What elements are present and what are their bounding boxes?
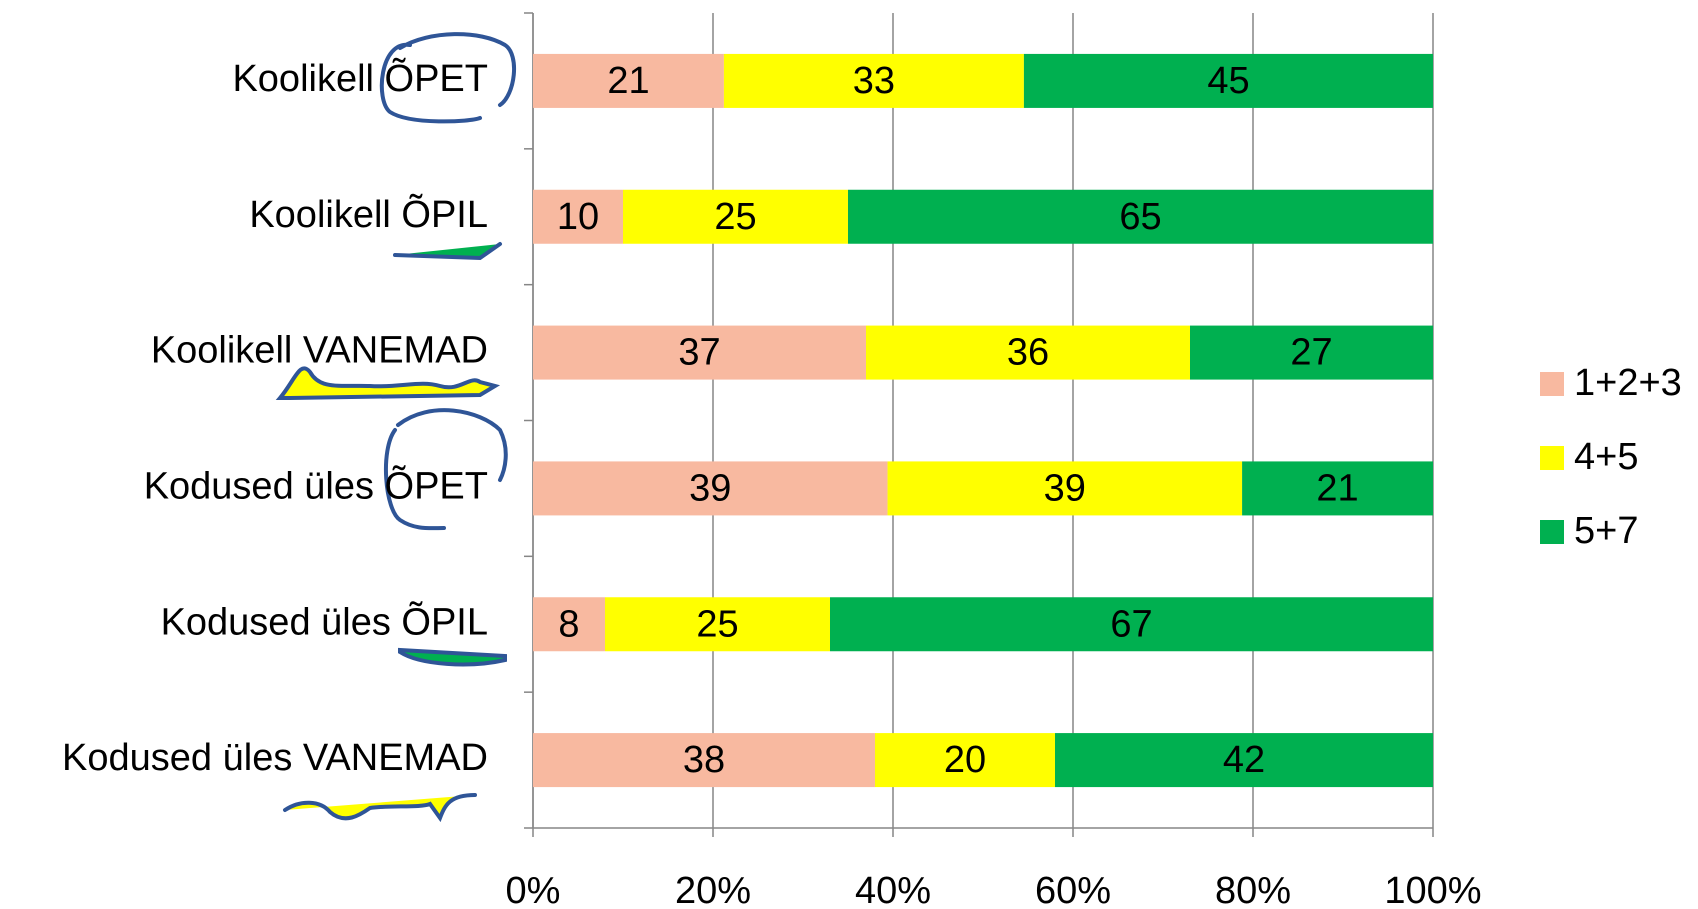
bar-segment [723, 53, 1024, 108]
y-tick-label: Kodused üles ÕPET [144, 463, 488, 507]
data-label: 27 [1290, 332, 1332, 374]
hand-underline [283, 793, 477, 823]
bar-segment [848, 189, 1433, 244]
y-tick-label: Kodused üles VANEMAD [62, 737, 488, 779]
data-label: 39 [1044, 467, 1086, 509]
data-label: 37 [678, 332, 720, 374]
hand-circle [379, 32, 517, 124]
legend-swatch [1540, 520, 1564, 544]
legend-swatch [1540, 446, 1564, 470]
legend-label: 5+7 [1574, 510, 1638, 552]
bar-segment [1055, 733, 1433, 788]
bar-segment [533, 325, 866, 380]
legend-label: 1+2+3 [1574, 362, 1682, 404]
data-label: 10 [557, 196, 599, 238]
legend-label: 4+5 [1574, 436, 1638, 478]
data-label: 21 [1316, 467, 1358, 509]
bar-segment [1190, 325, 1433, 380]
bar-segment [866, 325, 1190, 380]
bar-segment [1023, 53, 1433, 108]
y-tick-label: Koolikell ÕPIL [249, 192, 488, 236]
hand-underline [393, 242, 502, 261]
data-label: 42 [1223, 739, 1265, 781]
y-tick-label: Kodused üles ÕPIL [161, 599, 488, 643]
x-tick-label: 80% [1215, 870, 1291, 909]
bar-segment [623, 189, 848, 244]
data-label: 8 [558, 603, 579, 645]
hand-underline [398, 647, 507, 667]
annotations [275, 32, 517, 823]
x-tick-label: 20% [675, 870, 751, 909]
y-tick-label: Koolikell ÕPET [232, 56, 488, 100]
bar-segment [887, 461, 1243, 516]
data-label: 20 [944, 739, 986, 781]
data-label: 33 [853, 60, 895, 102]
bar-segment [533, 53, 724, 108]
data-label: 25 [696, 603, 738, 645]
legend-swatch [1540, 372, 1564, 396]
data-label: 38 [683, 739, 725, 781]
data-label: 65 [1119, 196, 1161, 238]
data-label: 39 [689, 467, 731, 509]
x-tick-label: 100% [1384, 870, 1481, 909]
data-label: 45 [1207, 60, 1249, 102]
x-tick-label: 40% [855, 870, 931, 909]
bar-segment [533, 597, 605, 652]
bar-segment [533, 189, 623, 244]
data-label: 25 [714, 196, 756, 238]
bar-segment [533, 461, 888, 516]
bar-segment [875, 733, 1055, 788]
data-label: 67 [1110, 603, 1152, 645]
x-tick-label: 60% [1035, 870, 1111, 909]
bar-segment [533, 733, 875, 788]
data-label: 21 [607, 60, 649, 102]
hand-underline [275, 366, 501, 400]
y-tick-label: Koolikell VANEMAD [151, 330, 488, 372]
bar-segment [1242, 461, 1433, 516]
bar-segment [605, 597, 830, 652]
data-label: 36 [1007, 332, 1049, 374]
bar-segment [830, 597, 1433, 652]
hand-circle [384, 408, 508, 531]
x-tick-label: 0% [506, 870, 561, 909]
